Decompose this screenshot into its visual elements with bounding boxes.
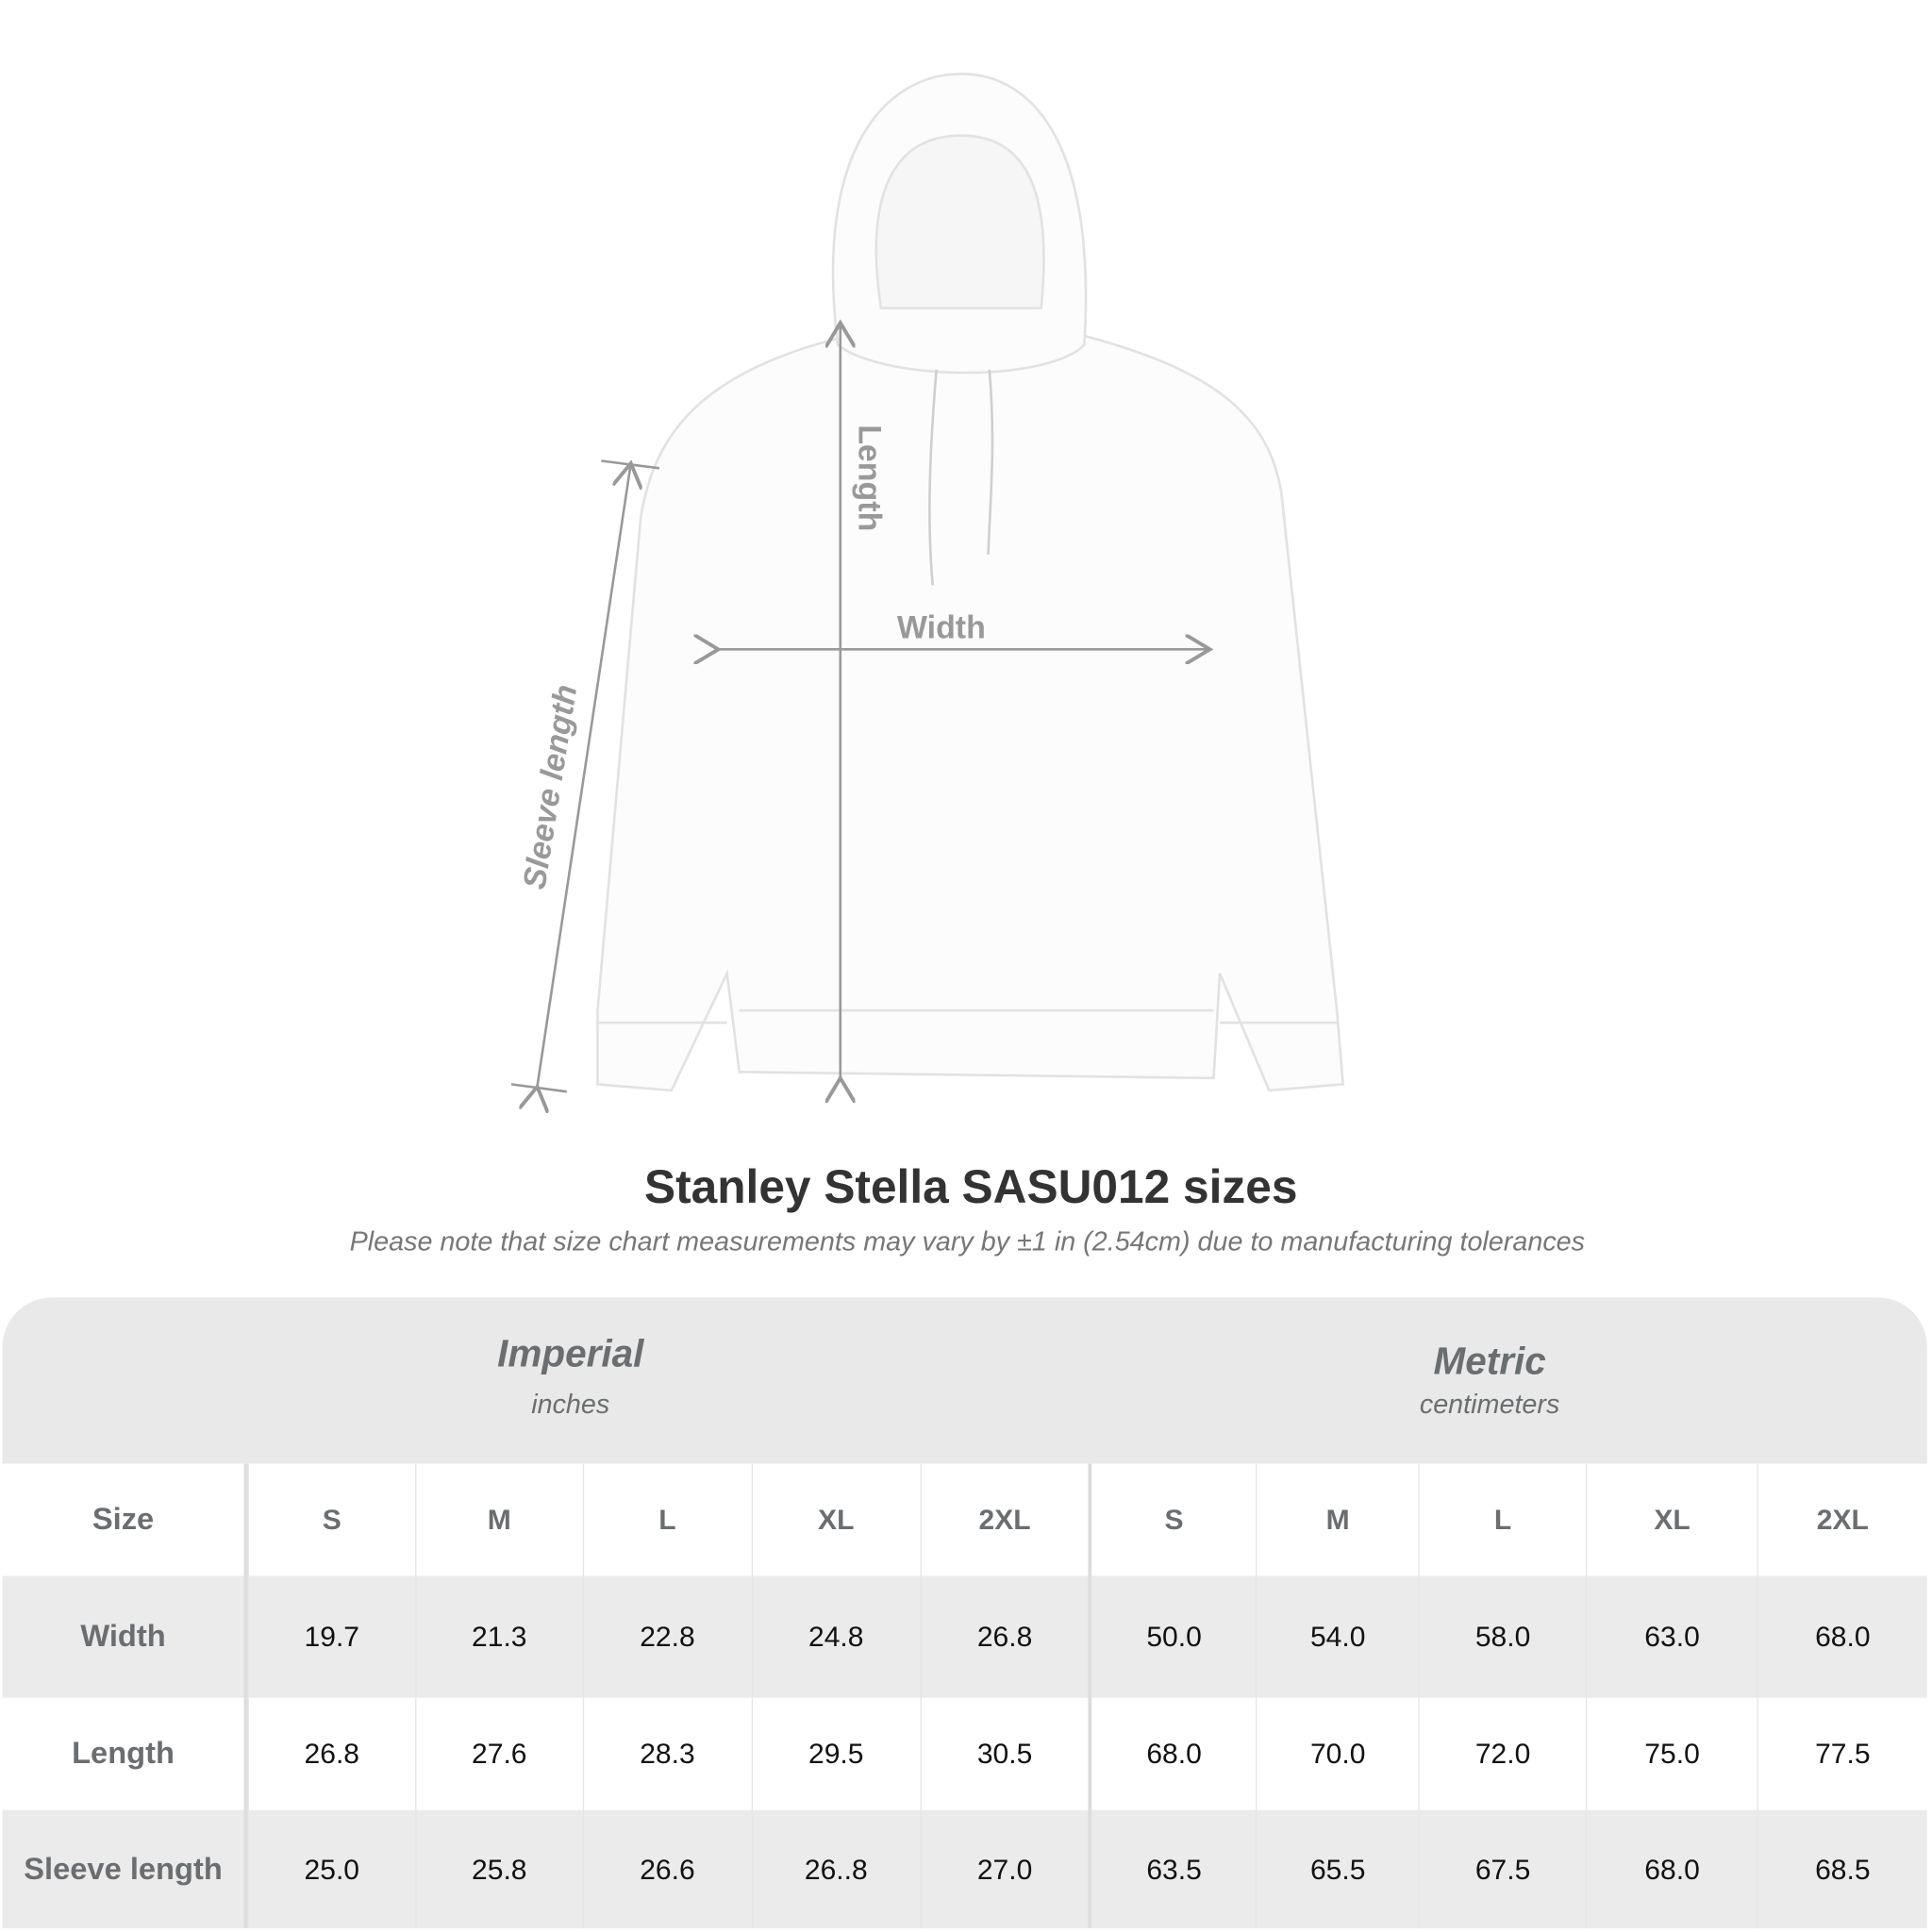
table-cell: 54.0 xyxy=(1256,1575,1418,1698)
table-cell: 25.8 xyxy=(414,1809,583,1929)
table-cell: 26.8 xyxy=(920,1575,1089,1698)
size-header-cell: L xyxy=(582,1463,751,1576)
width-label: Width xyxy=(897,610,986,646)
table-cell: 26.8 xyxy=(247,1697,415,1810)
length-label: Length xyxy=(851,425,887,531)
table-row: Sleeve length 25.0 25.8 26.6 26..8 27.0 63.5 65… xyxy=(2,1809,1927,1929)
table-cell: 67.5 xyxy=(1418,1809,1587,1929)
size-header-cell: XL xyxy=(1586,1463,1757,1576)
table-cell: 68.0 xyxy=(1757,1575,1927,1698)
page-title: Stanley Stella SASU012 sizes xyxy=(643,1161,1298,1214)
table-cell: 27.6 xyxy=(414,1697,583,1810)
table-cell: 75.0 xyxy=(1586,1697,1757,1810)
group-unit: inches xyxy=(531,1388,610,1420)
size-header-cell: 2XL xyxy=(920,1463,1089,1576)
table-cell: 28.3 xyxy=(582,1697,751,1810)
row-label: Sleeve length xyxy=(3,1809,248,1929)
table-cell: 19.7 xyxy=(247,1575,415,1698)
size-header-cell: 2XL xyxy=(1757,1463,1927,1576)
table-cell: 63.5 xyxy=(1088,1809,1257,1929)
table-cell: 21.3 xyxy=(414,1575,583,1698)
tolerance-note: Please note that size chart measurements… xyxy=(349,1225,1586,1257)
group-name: Imperial xyxy=(497,1331,644,1375)
hoodie-diagram: Length Width Sleeve length xyxy=(510,73,1345,1134)
table-cell: 27.0 xyxy=(920,1809,1089,1929)
size-header-cell: S xyxy=(247,1463,415,1576)
group-imperial: Imperial inches xyxy=(249,1332,892,1421)
size-header-row: Size S M L XL 2XL S M L XL 2XL xyxy=(2,1463,1927,1576)
table-cell: 22.8 xyxy=(582,1575,751,1698)
table-cell: 65.5 xyxy=(1256,1809,1418,1929)
table-cell: 29.5 xyxy=(751,1697,920,1810)
table-cell: 25.0 xyxy=(247,1809,415,1929)
size-header-cell: M xyxy=(414,1463,583,1576)
size-table: Imperial inches Metric centimeters Size S… xyxy=(2,1297,1927,1929)
table-cell: 26..8 xyxy=(751,1809,920,1929)
table-header: Imperial inches Metric centimeters xyxy=(2,1297,1927,1464)
size-header-cell: XL xyxy=(751,1463,920,1576)
table-cell: 50.0 xyxy=(1088,1575,1257,1698)
table-cell: 68.0 xyxy=(1586,1809,1757,1929)
sleeve-label: Sleeve length xyxy=(517,682,585,891)
table-row: Length 26.8 27.6 28.3 29.5 30.5 68.0 70.0 72.0 75… xyxy=(2,1697,1927,1810)
group-name: Metric xyxy=(1433,1339,1546,1383)
table-cell: 70.0 xyxy=(1256,1697,1418,1810)
sleeve-arrow xyxy=(537,463,630,1087)
table-cell: 58.0 xyxy=(1418,1575,1587,1698)
table-row: Width 19.7 21.3 22.8 24.8 26.8 50.0 54.0 58.0 63.… xyxy=(2,1575,1927,1698)
table-cell: 68.5 xyxy=(1757,1809,1927,1929)
size-header-cell: S xyxy=(1088,1463,1257,1576)
table-cell: 24.8 xyxy=(751,1575,920,1698)
table-cell: 72.0 xyxy=(1418,1697,1587,1810)
group-unit: centimeters xyxy=(1419,1388,1560,1420)
table-cell: 30.5 xyxy=(920,1697,1089,1810)
table-cell: 63.0 xyxy=(1586,1575,1757,1698)
size-header-cell: L xyxy=(1418,1463,1587,1576)
row-label: Width xyxy=(3,1575,248,1698)
table-cell: 68.0 xyxy=(1088,1697,1257,1810)
row-label: Size xyxy=(3,1463,248,1576)
hoodie-illustration xyxy=(596,73,1345,1092)
table-cell: 77.5 xyxy=(1757,1697,1927,1810)
size-header-cell: M xyxy=(1256,1463,1418,1576)
group-metric: Metric centimeters xyxy=(1087,1340,1892,1421)
row-label: Length xyxy=(3,1697,248,1810)
table-cell: 26.6 xyxy=(582,1809,751,1929)
